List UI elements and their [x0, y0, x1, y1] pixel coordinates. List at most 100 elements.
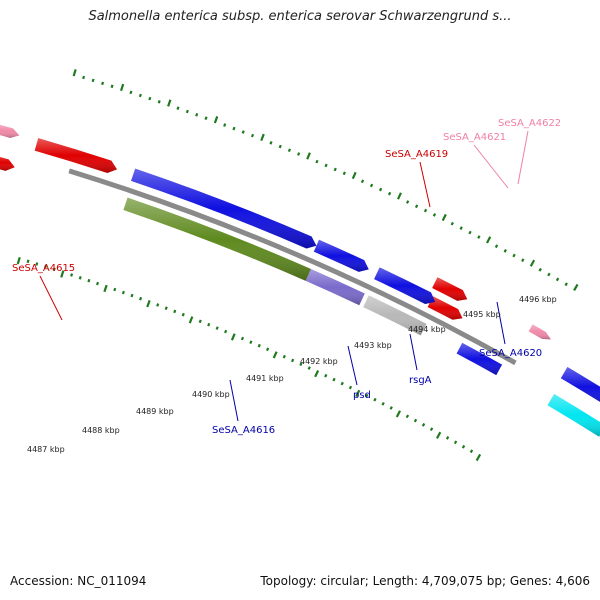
- tick-mark: [240, 336, 245, 341]
- kbp-label: 4495 kbp: [463, 310, 501, 319]
- label-leader-line: [229, 379, 239, 422]
- gene-shading: [374, 267, 436, 305]
- tick-mark: [405, 414, 410, 419]
- kbp-label: 4488 kbp: [82, 426, 120, 435]
- tick-mark: [278, 144, 282, 149]
- tick-mark: [307, 366, 311, 370]
- tick-mark: [173, 309, 177, 314]
- kbp-label: 4490 kbp: [192, 390, 230, 399]
- tick-mark: [121, 290, 125, 295]
- tick-mark: [82, 75, 86, 80]
- gene-label: SeSA_A4619: [385, 149, 448, 160]
- kbp-scale-labels: 4487 kbp 4488 kbp 4489 kbp 4490 kbp 4491 kbp…: [27, 295, 557, 454]
- gene-labels: SeSA_A4615 SeSA_A4619 SeSA_A4621 SeSA_A4622…: [12, 118, 561, 436]
- tick-mark: [232, 126, 236, 131]
- tick-mark: [72, 69, 77, 77]
- gene-label: SeSA_A4621: [443, 132, 506, 143]
- tick-mark: [230, 333, 236, 341]
- label-leaders: [39, 130, 529, 422]
- tick-mark: [26, 259, 30, 264]
- tick-mark: [389, 406, 393, 410]
- kbp-label: 4491 kbp: [246, 374, 284, 383]
- tick-mark: [441, 213, 447, 222]
- tick-mark: [494, 244, 499, 249]
- tick-mark: [266, 347, 270, 352]
- tick-mark: [450, 221, 454, 226]
- tick-mark: [547, 272, 551, 277]
- gene-shading: [547, 394, 600, 437]
- map-title: Salmonella enterica subsp. enterica sero…: [88, 9, 512, 24]
- tick-mark: [360, 179, 365, 184]
- gene-label: SeSA_A4615: [12, 263, 75, 274]
- tick-mark: [129, 90, 133, 95]
- tick-mark: [215, 326, 219, 330]
- tick-mark: [469, 449, 474, 454]
- topology-summary: Topology: circular; Length: 4,709,075 bp…: [260, 574, 590, 588]
- tick-mark: [223, 123, 227, 127]
- genome-backbone: [68, 168, 517, 366]
- tick-mark: [414, 204, 419, 209]
- tick-mark: [299, 362, 303, 367]
- tick-mark: [475, 453, 482, 462]
- gene-shading: [363, 295, 427, 336]
- tick-mark: [207, 322, 211, 327]
- gene-shading: [34, 138, 118, 174]
- tick-mark: [146, 300, 151, 308]
- tick-mark: [333, 167, 337, 172]
- accession-text: Accession: NC_011094: [10, 574, 147, 588]
- tick-mark: [249, 340, 253, 344]
- tick-mark: [157, 99, 161, 104]
- gene-shading: [456, 342, 503, 376]
- tick-mark: [188, 316, 194, 324]
- tick-mark: [423, 208, 428, 213]
- tick-mark: [351, 171, 357, 180]
- tick-mark: [421, 423, 426, 427]
- tick-mark: [461, 444, 466, 449]
- tick-mark: [87, 278, 91, 283]
- tick-mark: [272, 351, 278, 359]
- gene-label: SeSA_A4616: [212, 425, 275, 436]
- tick-mark: [138, 93, 142, 98]
- tick-mark: [387, 191, 392, 196]
- tick-mark: [365, 393, 369, 398]
- tick-mark: [176, 106, 180, 110]
- kbp-label: 4492 kbp: [300, 357, 338, 366]
- tick-mark: [297, 152, 301, 156]
- tick-mark: [573, 283, 579, 292]
- tick-mark: [378, 187, 383, 192]
- tick-mark: [101, 81, 105, 86]
- tick-mark: [521, 258, 525, 263]
- tick-mark: [257, 343, 261, 348]
- label-leader-line: [419, 161, 431, 208]
- tick-mark: [373, 397, 377, 402]
- kbp-label: 4487 kbp: [27, 445, 65, 454]
- gene-shading: [560, 367, 600, 402]
- tick-mark: [396, 192, 402, 200]
- tick-mark: [148, 96, 152, 101]
- tick-mark: [164, 306, 168, 310]
- tick-mark: [432, 213, 437, 217]
- tick-mark: [468, 230, 472, 235]
- tick-mark: [314, 370, 320, 378]
- tick-mark: [324, 373, 328, 378]
- kbp-label: 4494 kbp: [408, 325, 446, 334]
- tick-mark: [503, 249, 507, 253]
- tick-mark: [198, 319, 202, 324]
- tick-mark: [195, 113, 199, 117]
- label-leader-line: [473, 144, 509, 189]
- tick-mark: [185, 109, 189, 114]
- tick-mark: [340, 381, 344, 386]
- gene-shading: [0, 156, 15, 171]
- tick-mark: [555, 277, 560, 282]
- tick-mark: [287, 148, 292, 153]
- tick-mark: [486, 236, 492, 244]
- tick-mark: [156, 303, 160, 307]
- tick-mark: [213, 116, 219, 124]
- tick-mark: [181, 312, 185, 317]
- gene-shading: [528, 324, 551, 340]
- tick-mark: [395, 410, 401, 418]
- tick-mark: [445, 436, 450, 440]
- gene-label: SeSA_A4622: [498, 118, 561, 129]
- label-leader-line: [409, 333, 418, 371]
